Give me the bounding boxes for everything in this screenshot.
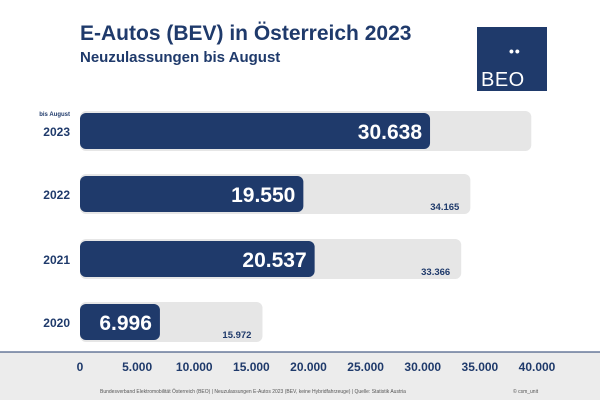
value-label: 30.638 bbox=[358, 121, 423, 144]
category-label: 2021 bbox=[43, 253, 70, 267]
value-label: 19.550 bbox=[231, 184, 295, 207]
value-label: 6.996 bbox=[99, 312, 152, 335]
beo-logo: •• BEO bbox=[477, 27, 547, 91]
x-tick-label: 35.000 bbox=[462, 360, 499, 374]
footer-source: Bundesverband Elektromobilität Österreic… bbox=[100, 389, 406, 395]
x-tick-label: 5.000 bbox=[122, 360, 152, 374]
chart-subtitle: Neuzulassungen bis August bbox=[80, 49, 281, 66]
x-tick-label: 20.000 bbox=[290, 360, 327, 374]
category-note: bis August bbox=[39, 112, 70, 118]
value-bar bbox=[80, 176, 304, 212]
value-bar bbox=[80, 304, 160, 340]
total-label: 34.165 bbox=[430, 202, 460, 213]
logo-dots: •• bbox=[509, 43, 521, 59]
total-label: 15.972 bbox=[222, 330, 251, 341]
value-label: 20.537 bbox=[242, 249, 306, 272]
category-label: 2022 bbox=[43, 188, 70, 202]
footer-credit: © csm_unit bbox=[513, 389, 539, 395]
axis-background bbox=[0, 352, 600, 400]
chart-title: E-Autos (BEV) in Österreich 2023 bbox=[80, 22, 412, 45]
category-label: 2023 bbox=[43, 125, 70, 139]
x-tick-label: 25.000 bbox=[347, 360, 384, 374]
value-bar bbox=[80, 241, 315, 277]
x-tick-label: 40.000 bbox=[519, 360, 556, 374]
x-tick-label: 0 bbox=[77, 360, 84, 374]
x-tick-label: 30.000 bbox=[404, 360, 441, 374]
x-tick-label: 15.000 bbox=[233, 360, 270, 374]
category-label: 2020 bbox=[43, 316, 70, 330]
logo-text: BEO bbox=[481, 69, 525, 91]
value-bar bbox=[80, 113, 431, 149]
x-tick-label: 10.000 bbox=[176, 360, 213, 374]
total-label: 33.366 bbox=[421, 267, 450, 278]
